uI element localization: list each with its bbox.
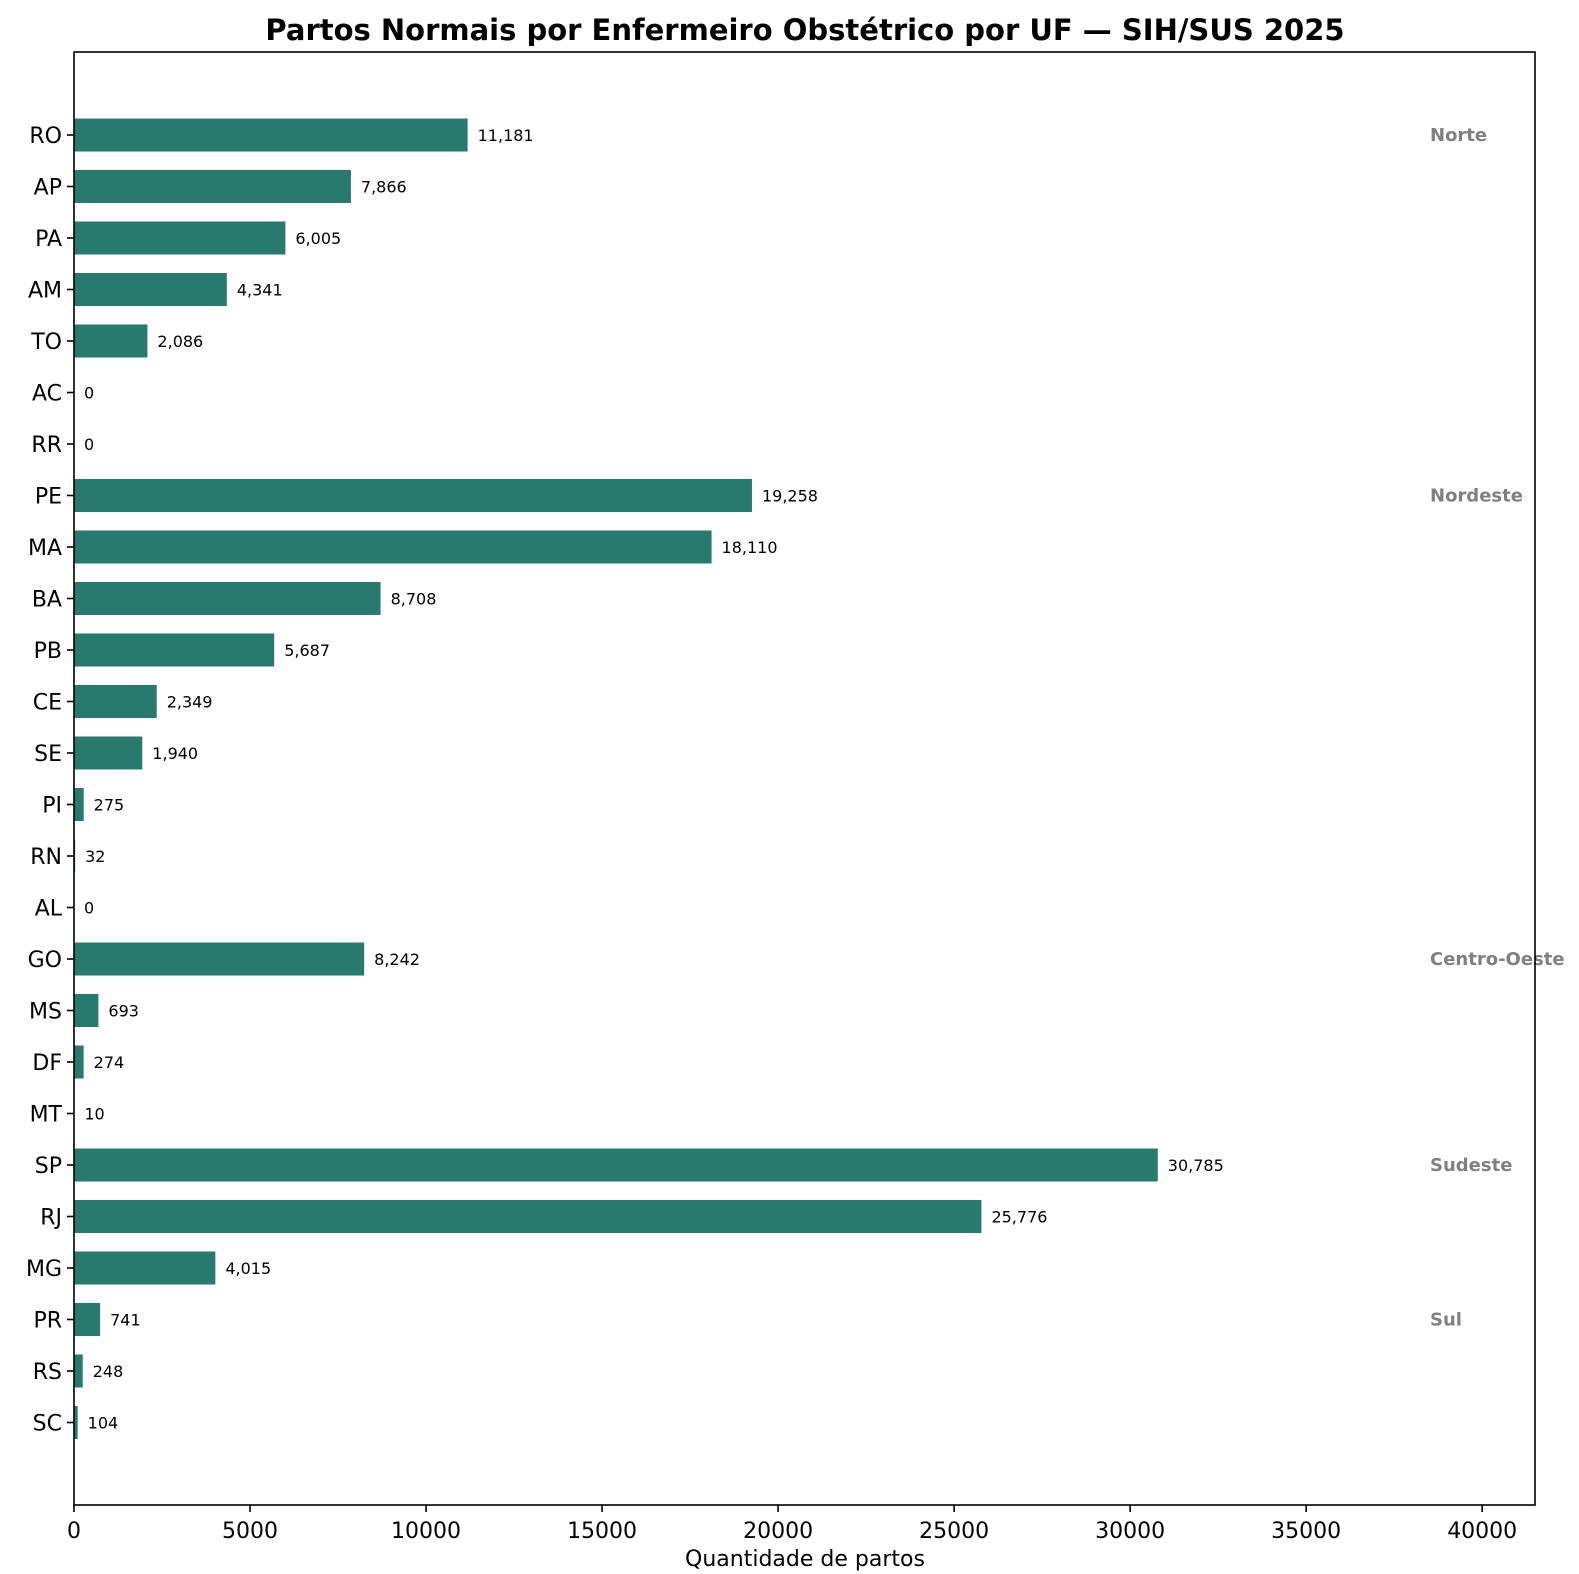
labels-layer: RO 11,181 AP 7,866 PA 6,005 AM 4,341 TO 2,086 AC 0 R…: [26, 124, 1565, 1544]
bar-ma: [74, 530, 712, 564]
region-label-norte: Norte: [1430, 125, 1487, 146]
value-label-ma: 18,110: [722, 538, 778, 557]
value-label-pi: 275: [94, 796, 125, 815]
y-tick-label-rs: RS: [33, 1360, 62, 1385]
bar-pb: [74, 633, 275, 667]
bar-sc: [74, 1406, 78, 1439]
y-tick-label-pe: PE: [35, 485, 62, 510]
y-tick-label-se: SE: [34, 742, 62, 767]
y-tick-label-go: GO: [28, 948, 62, 973]
y-tick-label-ce: CE: [33, 691, 62, 716]
y-tick-label-rr: RR: [31, 433, 62, 458]
x-tick-label-10000: 10000: [391, 1519, 461, 1544]
y-tick-label-df: DF: [32, 1051, 62, 1076]
x-tick-label-5000: 5000: [222, 1519, 278, 1544]
y-tick-label-ap: AP: [34, 176, 62, 201]
bar-se: [74, 736, 143, 770]
axes-layer: [67, 51, 1536, 1512]
y-tick-label-ms: MS: [29, 1000, 62, 1025]
value-label-ce: 2,349: [167, 693, 213, 712]
x-axis-label: Quantidade de partos: [685, 1547, 925, 1572]
bar-ms: [74, 994, 99, 1027]
value-label-rs: 248: [93, 1362, 124, 1381]
value-label-go: 8,242: [374, 950, 420, 969]
chart-title: Partos Normais por Enfermeiro Obstétrico…: [265, 13, 1344, 47]
y-tick-label-am: AM: [28, 279, 62, 304]
y-tick-label-mt: MT: [30, 1103, 63, 1128]
y-tick-label-sc: SC: [33, 1412, 62, 1437]
region-label-centro-oeste: Centro-Oeste: [1430, 949, 1565, 970]
y-tick-label-sp: SP: [35, 1154, 62, 1179]
bars-layer: [74, 118, 1158, 1439]
bar-rs: [74, 1354, 83, 1388]
y-tick-label-to: TO: [30, 330, 62, 355]
y-tick-label-pa: PA: [35, 227, 62, 252]
value-label-ap: 7,866: [361, 178, 407, 197]
bar-ba: [74, 582, 381, 615]
x-tick-label-25000: 25000: [919, 1519, 989, 1544]
value-label-rj: 25,776: [991, 1208, 1047, 1227]
x-tick-label-30000: 30000: [1095, 1519, 1165, 1544]
y-tick-label-ba: BA: [32, 588, 62, 613]
region-label-nordeste: Nordeste: [1430, 486, 1523, 507]
y-tick-label-al: AL: [35, 897, 63, 922]
value-label-am: 4,341: [237, 281, 283, 300]
region-label-sudeste: Sudeste: [1430, 1155, 1512, 1176]
bar-go: [74, 942, 365, 976]
bar-rj: [74, 1200, 982, 1233]
value-label-ac: 0: [84, 384, 94, 403]
bar-ce: [74, 685, 157, 718]
bar-pi: [74, 788, 84, 821]
value-label-df: 274: [94, 1053, 125, 1072]
bar-am: [74, 273, 227, 306]
y-tick-label-rj: RJ: [40, 1206, 62, 1231]
value-label-to: 2,086: [157, 332, 203, 351]
plot-frame: [73, 51, 1536, 1506]
y-tick-label-rn: RN: [30, 845, 62, 870]
x-tick-label-35000: 35000: [1271, 1519, 1341, 1544]
bar-sp: [74, 1148, 1158, 1182]
bar-ro: [74, 118, 468, 152]
value-label-al: 0: [84, 899, 94, 918]
value-label-mg: 4,015: [225, 1259, 271, 1278]
y-tick-label-pi: PI: [42, 794, 62, 819]
x-tick-label-40000: 40000: [1447, 1519, 1517, 1544]
region-label-sul: Sul: [1430, 1310, 1462, 1331]
y-tick-label-ma: MA: [28, 536, 62, 561]
y-tick-label-ro: RO: [29, 124, 62, 149]
value-label-ms: 693: [108, 1002, 139, 1021]
bar-df: [74, 1045, 84, 1079]
value-label-pr: 741: [110, 1311, 141, 1330]
value-label-mt: 10: [84, 1105, 104, 1124]
value-label-sp: 30,785: [1168, 1156, 1224, 1175]
value-label-se: 1,940: [152, 744, 198, 763]
x-tick-label-0: 0: [67, 1519, 81, 1544]
x-tick-label-20000: 20000: [743, 1519, 813, 1544]
y-tick-label-pb: PB: [34, 639, 62, 664]
bar-mg: [74, 1251, 216, 1285]
value-label-pe: 19,258: [762, 487, 818, 506]
y-tick-label-ac: AC: [32, 382, 62, 407]
value-label-sc: 104: [88, 1414, 119, 1433]
value-label-rn: 32: [85, 847, 105, 866]
value-label-ro: 11,181: [478, 126, 534, 145]
value-label-rr: 0: [84, 435, 94, 454]
bar-pr: [74, 1303, 101, 1336]
y-tick-label-mg: MG: [26, 1257, 62, 1282]
bar-ap: [74, 170, 351, 203]
value-label-pb: 5,687: [284, 641, 330, 660]
bar-pa: [74, 221, 286, 255]
bar-to: [74, 324, 148, 358]
value-label-pa: 6,005: [295, 229, 341, 248]
y-tick-label-pr: PR: [33, 1309, 62, 1334]
value-label-ba: 8,708: [391, 590, 437, 609]
x-tick-label-15000: 15000: [567, 1519, 637, 1544]
bar-pe: [74, 479, 752, 512]
